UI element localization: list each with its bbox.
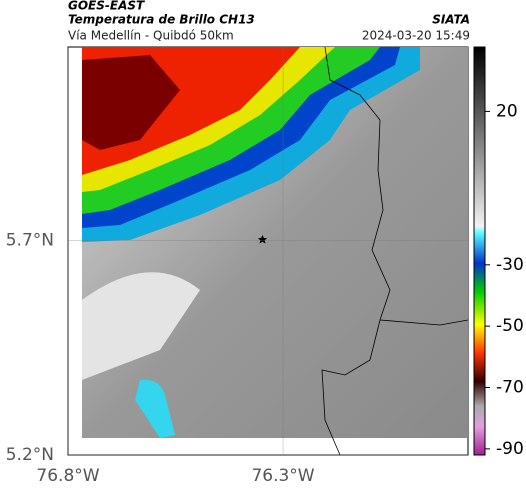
cloud-patch xyxy=(135,379,175,438)
colorbar-tick-label: 20 xyxy=(496,101,518,121)
colorbar-tick-label: -70 xyxy=(496,378,524,398)
lon-tick-label: 76.3°W xyxy=(251,466,314,486)
timestamp: 2024-03-20 15:49 xyxy=(362,29,470,43)
colorbar-tick-label: -30 xyxy=(496,255,524,275)
agency: SIATA xyxy=(432,13,470,27)
colorbar-tick-label: -90 xyxy=(496,439,524,459)
cloud-core xyxy=(82,55,180,150)
location-marker xyxy=(257,235,268,244)
boundary xyxy=(321,46,469,456)
lat-tick-label: 5.7°N xyxy=(6,230,54,250)
colorbar xyxy=(473,46,486,456)
title: Temperatura de Brillo CH13 xyxy=(68,13,255,27)
imagery xyxy=(82,240,200,380)
map xyxy=(67,46,469,456)
lon-tick-label: 76.8°W xyxy=(36,466,99,486)
lat-tick-label: 5.2°N xyxy=(6,445,54,465)
colorbar-tick-label: -50 xyxy=(496,316,524,336)
source: GOES-EAST xyxy=(68,0,145,13)
subtitle: Vía Medellín - Quibdó 50km xyxy=(68,29,234,43)
